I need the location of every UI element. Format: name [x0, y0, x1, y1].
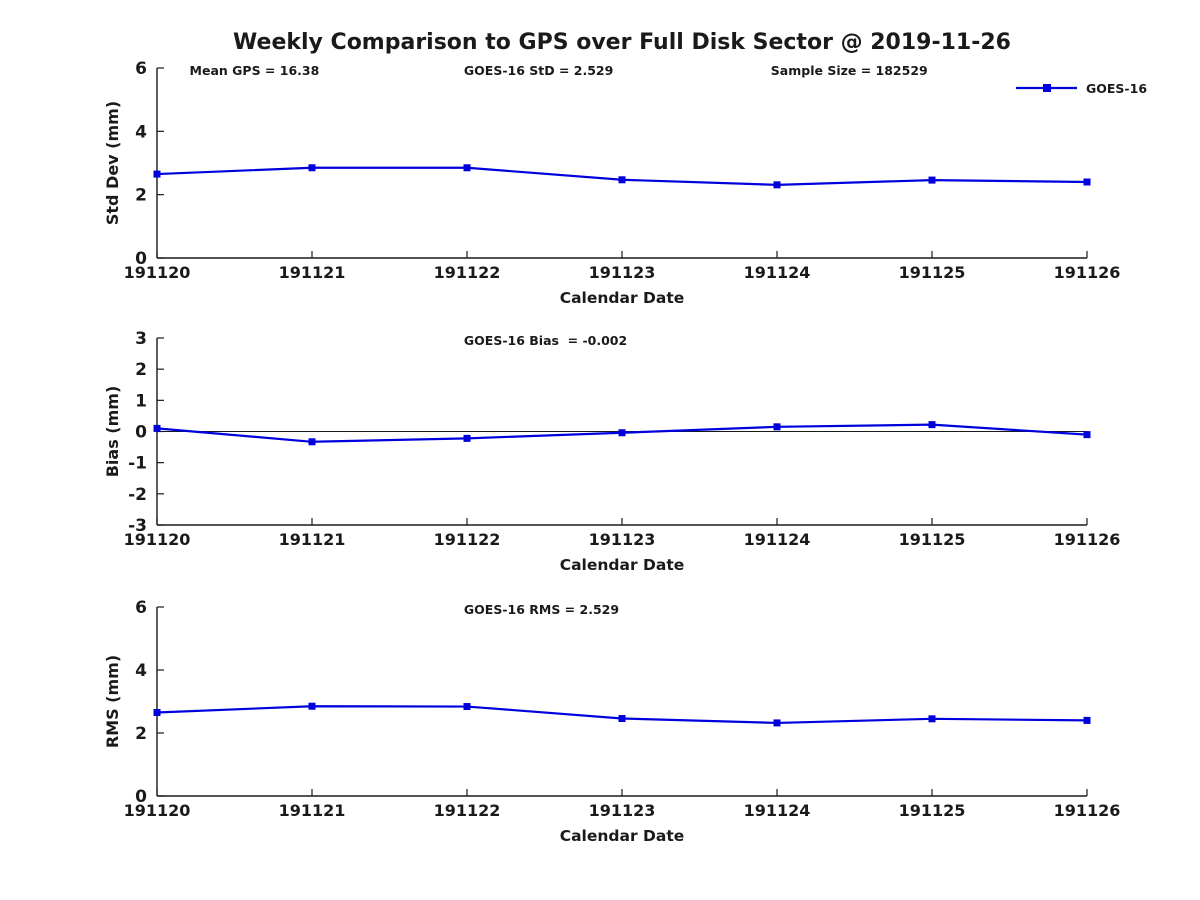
x-tick-label: 191120 [124, 530, 191, 549]
x-axis-title: Calendar Date [560, 827, 685, 845]
legend-label: GOES-16 [1086, 81, 1147, 96]
x-tick-label: 191123 [589, 530, 656, 549]
data-point-marker [308, 702, 316, 710]
y-tick-label: 1 [135, 391, 147, 411]
x-tick-label: 191124 [744, 801, 811, 820]
x-tick-label: 191123 [589, 263, 656, 282]
y-tick-label: 0 [135, 423, 147, 443]
stat-annotation: Sample Size = 182529 [771, 63, 928, 78]
figure-title: Weekly Comparison to GPS over Full Disk … [233, 30, 1011, 55]
x-tick-label: 191120 [124, 801, 191, 820]
data-point-marker [618, 176, 626, 184]
x-axis-title: Calendar Date [560, 289, 685, 307]
bias-subplot: 191120 191121 191122 191123 191124 191125 1911… [103, 329, 1121, 574]
data-point-marker [928, 715, 936, 723]
x-tick-label: 191123 [589, 801, 656, 820]
y-tick-label: 2 [135, 724, 147, 744]
data-point-marker [1083, 178, 1091, 186]
data-point-marker [153, 709, 161, 717]
y-axis-title: Bias (mm) [103, 386, 122, 478]
std-dev-subplot: 191120 191121 191122 191123 191124 191125 1911… [103, 59, 1147, 307]
x-tick-label: 191124 [744, 263, 811, 282]
data-point-marker [1083, 431, 1091, 439]
x-tick-label: 191125 [899, 263, 966, 282]
data-point-marker [928, 176, 936, 184]
y-tick-label: -1 [128, 454, 147, 474]
x-tick-label: 191120 [124, 263, 191, 282]
y-tick-label: 6 [135, 598, 147, 618]
data-point-marker [153, 424, 161, 432]
legend-marker-sample [1043, 84, 1051, 92]
y-tick-label: 6 [135, 59, 147, 79]
x-tick-label: 191126 [1054, 263, 1121, 282]
y-tick-label: -2 [128, 485, 147, 505]
data-point-marker [618, 715, 626, 723]
y-tick-label: 0 [135, 249, 147, 269]
data-point-marker [308, 164, 316, 172]
x-tick-label: 191126 [1054, 801, 1121, 820]
data-point-marker [928, 421, 936, 429]
stat-annotation: GOES-16 RMS = 2.529 [464, 602, 619, 617]
stat-annotation: GOES-16 StD = 2.529 [464, 63, 613, 78]
y-axis-title: Std Dev (mm) [103, 101, 122, 225]
stat-annotation: Mean GPS = 16.38 [190, 63, 320, 78]
x-tick-label: 191125 [899, 801, 966, 820]
data-point-marker [463, 703, 471, 711]
rms-subplot: 191120 191121 191122 191123 191124 191125 1911… [103, 598, 1121, 845]
y-tick-label: 2 [135, 186, 147, 206]
data-point-marker [773, 719, 781, 727]
stat-annotation: GOES-16 Bias = -0.002 [464, 333, 627, 348]
data-point-marker [618, 429, 626, 437]
x-tick-label: 191121 [279, 530, 346, 549]
data-point-marker [463, 434, 471, 442]
data-point-marker [153, 170, 161, 178]
x-tick-label: 191122 [434, 530, 501, 549]
data-point-marker [1083, 716, 1091, 724]
y-axis-title: RMS (mm) [103, 655, 122, 748]
data-point-marker [308, 438, 316, 446]
y-tick-label: 4 [135, 661, 147, 681]
x-tick-label: 191126 [1054, 530, 1121, 549]
y-tick-label: 4 [135, 122, 147, 142]
x-tick-label: 191124 [744, 530, 811, 549]
y-tick-label: 2 [135, 360, 147, 380]
y-tick-label: -3 [128, 516, 147, 536]
x-tick-label: 191125 [899, 530, 966, 549]
x-tick-label: 191121 [279, 263, 346, 282]
x-tick-label: 191122 [434, 263, 501, 282]
x-axis-title: Calendar Date [560, 556, 685, 574]
y-tick-label: 3 [135, 329, 147, 349]
y-tick-label: 0 [135, 787, 147, 807]
x-tick-label: 191122 [434, 801, 501, 820]
x-tick-label: 191121 [279, 801, 346, 820]
data-point-marker [463, 164, 471, 172]
data-point-marker [773, 423, 781, 431]
data-point-marker [773, 181, 781, 189]
